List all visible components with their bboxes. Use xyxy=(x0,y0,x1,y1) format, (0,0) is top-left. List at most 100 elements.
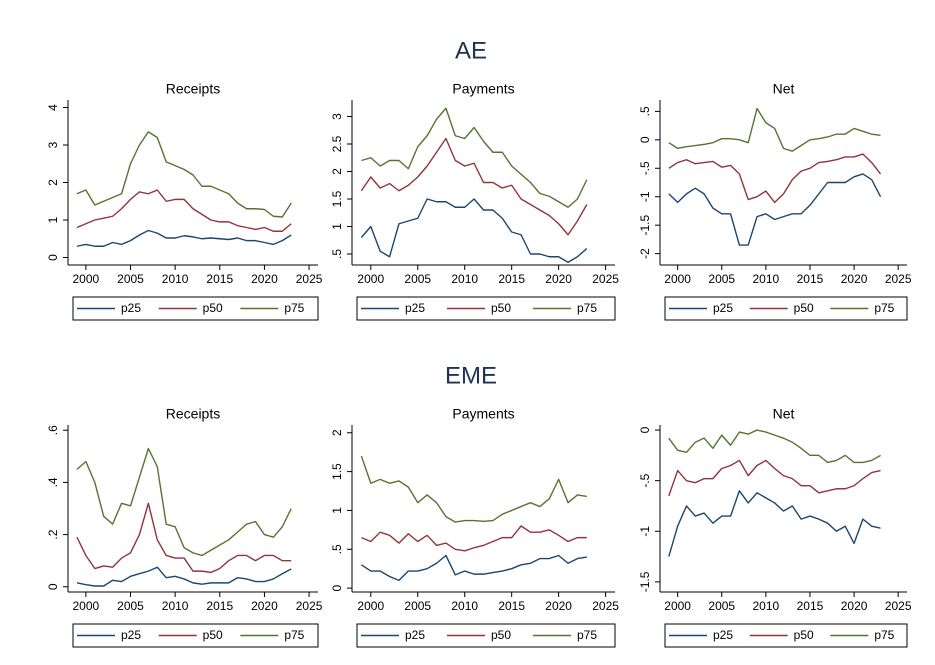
x-tick-label: 2005 xyxy=(117,599,144,613)
series-line xyxy=(76,566,292,587)
x-tick-label: 2025 xyxy=(885,599,912,613)
x-tick-label: 2025 xyxy=(296,272,323,286)
x-tick-label: 2010 xyxy=(451,599,478,613)
series-line xyxy=(668,490,881,557)
y-tick-label: 4 xyxy=(46,104,60,111)
y-tick-label: -1 xyxy=(638,191,652,202)
legend-box xyxy=(356,623,616,648)
x-tick-label: 2015 xyxy=(498,272,525,286)
legend-label: p50 xyxy=(794,301,814,315)
y-tick-label: 1 xyxy=(46,216,60,223)
x-tick-label: 2000 xyxy=(664,272,691,286)
series-line xyxy=(668,107,881,152)
series-line xyxy=(361,525,587,552)
y-tick-label: 1 xyxy=(330,223,344,230)
legend-label: p25 xyxy=(121,301,141,315)
y-tick-label: -.5 xyxy=(638,473,652,487)
legend-label: p50 xyxy=(203,628,223,642)
legend-label: p50 xyxy=(794,628,814,642)
x-tick-label: 2015 xyxy=(797,272,824,286)
x-tick-label: 2020 xyxy=(841,272,868,286)
panel-title: Receipts xyxy=(166,81,220,97)
y-tick-label: 1.5 xyxy=(330,463,344,480)
x-tick-label: 2025 xyxy=(592,272,619,286)
x-tick-label: 2000 xyxy=(73,272,100,286)
x-tick-label: 2005 xyxy=(708,599,735,613)
series-line xyxy=(668,173,882,246)
y-tick-label: 0 xyxy=(638,426,652,433)
legend-label: p75 xyxy=(284,301,304,315)
x-tick-label: 2000 xyxy=(357,599,384,613)
x-tick-label: 2025 xyxy=(296,599,323,613)
legend-label: p50 xyxy=(491,301,511,315)
panel-title: Payments xyxy=(452,81,514,97)
legend-label: p75 xyxy=(284,628,304,642)
x-tick-label: 2005 xyxy=(708,272,735,286)
legend-label: p25 xyxy=(713,301,733,315)
x-tick-label: 2015 xyxy=(498,599,525,613)
panel-title: Net xyxy=(773,406,795,422)
series-line xyxy=(668,153,882,204)
legend-label: p25 xyxy=(405,628,425,642)
y-tick-label: -1 xyxy=(638,526,652,537)
series-line xyxy=(360,455,587,523)
y-tick-label: -2 xyxy=(638,248,652,259)
y-tick-label: -1.5 xyxy=(638,215,652,236)
x-tick-label: 2025 xyxy=(592,599,619,613)
x-tick-label: 2020 xyxy=(545,599,572,613)
legend-label: p25 xyxy=(405,301,425,315)
y-tick-label: 1 xyxy=(330,507,344,514)
x-tick-label: 2015 xyxy=(206,599,233,613)
x-tick-label: 2005 xyxy=(404,272,431,286)
y-tick-label: -1.5 xyxy=(638,571,652,592)
legend-label: p50 xyxy=(491,628,511,642)
legend-label: p75 xyxy=(874,628,894,642)
series-line xyxy=(76,189,292,232)
y-tick-label: 2 xyxy=(46,179,60,186)
y-tick-label: .4 xyxy=(46,477,60,487)
y-tick-label: -.5 xyxy=(638,161,652,175)
legend-box xyxy=(356,296,616,321)
x-tick-label: 2000 xyxy=(664,599,691,613)
y-tick-label: .5 xyxy=(330,544,344,554)
series-line xyxy=(76,447,292,557)
x-tick-label: 2005 xyxy=(404,599,431,613)
y-tick-label: .2 xyxy=(46,529,60,539)
legend-label: p50 xyxy=(203,301,223,315)
panel-title: Net xyxy=(773,81,795,97)
series-line xyxy=(360,137,588,236)
legend-label: p75 xyxy=(874,301,894,315)
x-tick-label: 2025 xyxy=(885,272,912,286)
panel-title: Payments xyxy=(452,406,514,422)
y-tick-label: 0 xyxy=(46,583,60,590)
legend-label: p25 xyxy=(713,628,733,642)
x-tick-label: 2020 xyxy=(545,272,572,286)
series-line xyxy=(668,459,881,497)
x-tick-label: 2020 xyxy=(251,272,278,286)
x-tick-label: 2010 xyxy=(162,272,189,286)
y-tick-label: 0 xyxy=(330,584,344,591)
y-tick-label: 2 xyxy=(330,429,344,436)
x-tick-label: 2005 xyxy=(117,272,144,286)
x-tick-label: 2010 xyxy=(753,272,780,286)
series-line xyxy=(360,198,588,263)
legend-label: p75 xyxy=(577,301,597,315)
series-line xyxy=(361,554,587,582)
legend-label: p75 xyxy=(577,628,597,642)
y-tick-label: 0 xyxy=(46,254,60,261)
x-tick-label: 2000 xyxy=(73,599,100,613)
y-tick-label: 0 xyxy=(638,136,652,143)
section-title: EME xyxy=(445,362,497,389)
x-tick-label: 2020 xyxy=(251,599,278,613)
y-tick-label: .5 xyxy=(330,249,344,259)
x-tick-label: 2020 xyxy=(841,599,868,613)
x-tick-label: 2015 xyxy=(797,599,824,613)
y-tick-label: 2 xyxy=(330,168,344,175)
x-tick-label: 2010 xyxy=(162,599,189,613)
legend-label: p25 xyxy=(121,628,141,642)
series-line xyxy=(76,229,292,247)
y-tick-label: 3 xyxy=(330,113,344,120)
x-tick-label: 2000 xyxy=(357,272,384,286)
